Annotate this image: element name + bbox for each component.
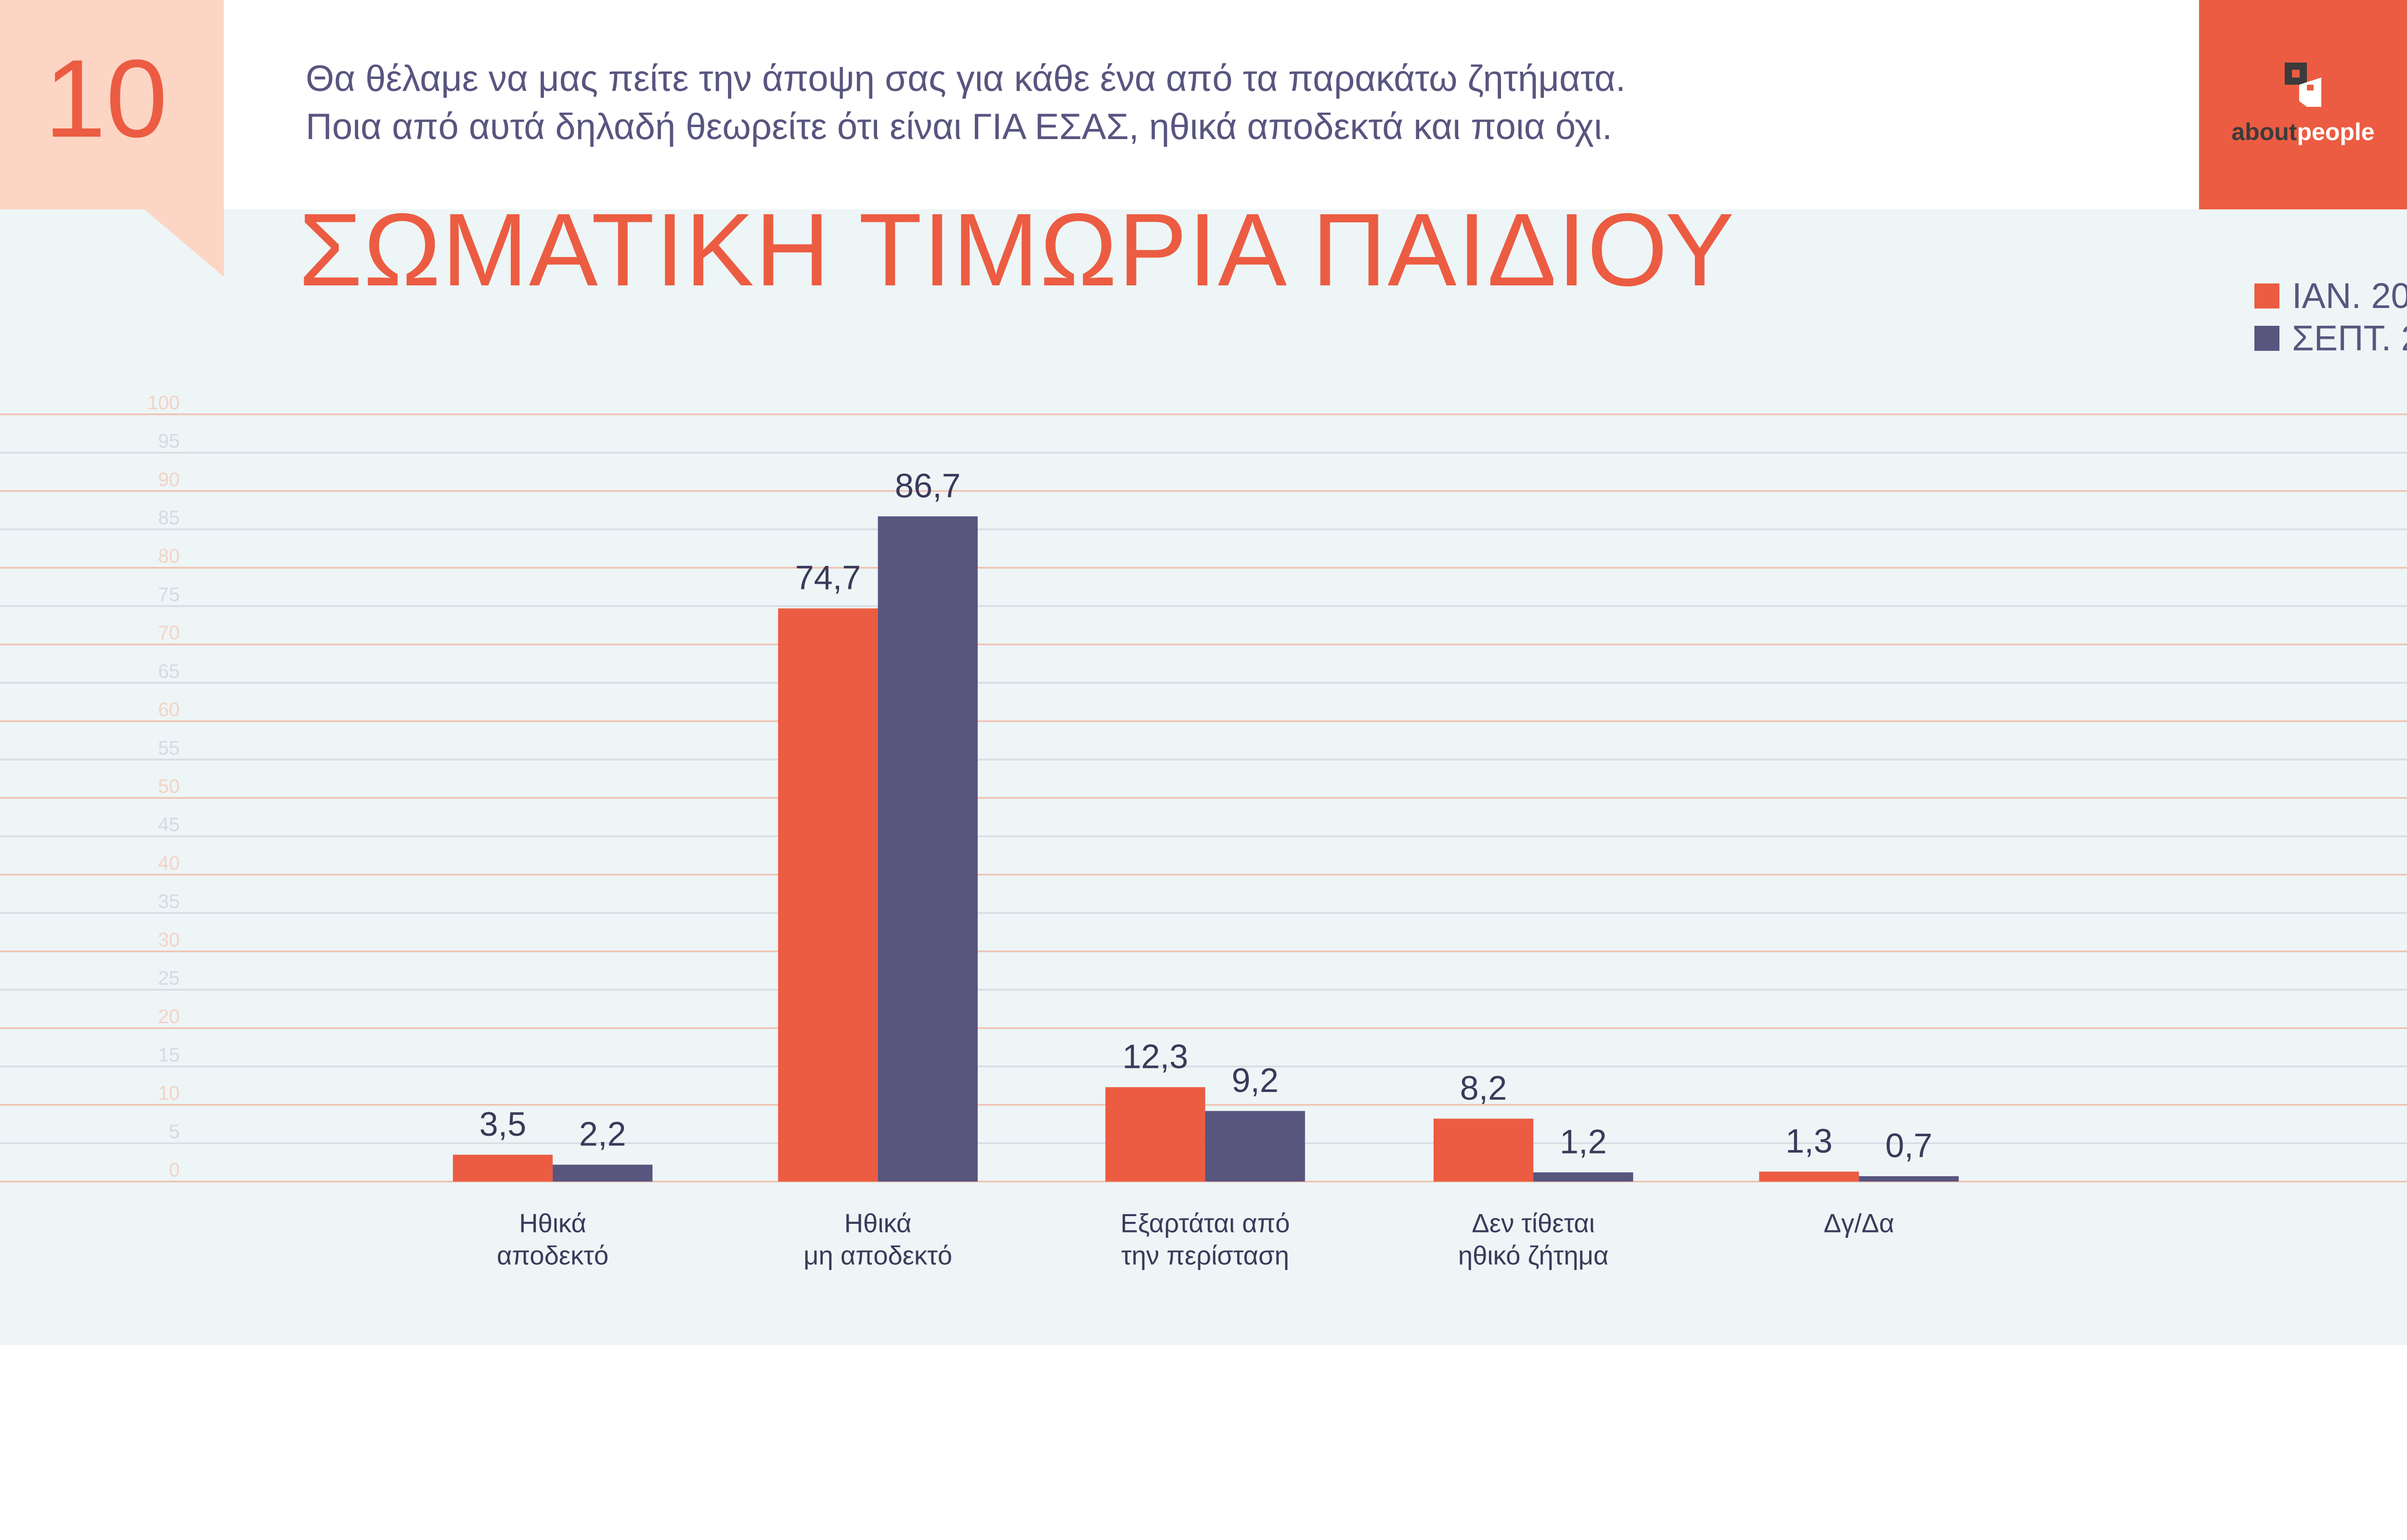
y-tick-label: 65 [158,660,180,682]
x-category-label: Δεν τίθεται [1472,1209,1594,1238]
legend-label: ΣΕΠΤ. 2016 [2292,318,2407,358]
data-label: 12,3 [1122,1038,1188,1076]
y-tick-label: 30 [158,928,180,950]
y-tick-label: 70 [158,622,180,644]
x-category-label: αποδεκτό [497,1241,608,1270]
bar-2020 [453,1155,553,1182]
y-tick-label: 80 [158,545,180,567]
data-label: 74,7 [795,559,861,597]
bar-2016 [1205,1111,1305,1182]
y-tick-label: 10 [158,1082,180,1104]
data-label: 9,2 [1231,1061,1279,1099]
legend-swatch [2254,283,2279,308]
bar-2020 [1105,1087,1205,1182]
x-category-label: Ηθικά [844,1209,912,1238]
y-tick-label: 5 [169,1120,180,1142]
logo-text: aboutpeople [2231,118,2375,145]
x-category-label: μη αποδεκτό [803,1241,952,1270]
y-tick-label: 90 [158,468,180,490]
data-label: 0,7 [1885,1127,1932,1165]
bar-2016 [1859,1176,1959,1182]
header [0,0,2407,209]
data-label: 1,3 [1786,1122,1833,1160]
data-label: 1,2 [1560,1123,1607,1161]
legend-item-2020: ΙΑΝ. 2020 [2254,275,2407,316]
y-tick-label: 75 [158,583,180,605]
x-category-label: Εξαρτάται από [1121,1209,1290,1238]
chart-title: ΣΩΜΑΤΙΚΗ ΤΙΜΩΡΙΑ ΠΑΙΔΙΟΥ [298,192,1735,308]
bar-2020 [1433,1118,1534,1182]
x-category-label: Δγ/Δα [1824,1209,1894,1238]
bar-2016 [553,1165,653,1182]
legend-label: ΙΑΝ. 2020 [2292,276,2407,316]
y-tick-label: 20 [158,1005,180,1027]
slide-number-box: 10 [0,0,224,209]
bar-2016 [1533,1172,1633,1182]
y-tick-label: 55 [158,737,180,759]
y-tick-label: 40 [158,852,180,874]
y-tick-label: 85 [158,506,180,528]
data-label: 3,5 [479,1105,527,1143]
question-line-2: Ποια από αυτά δηλαδή θεωρείτε ότι είναι … [306,106,1612,147]
question-line-1: Θα θέλαμε να μας πείτε την άποψη σας για… [306,58,1626,99]
y-tick-label: 45 [158,813,180,835]
y-tick-label: 50 [158,775,180,797]
bar-2020 [1759,1171,1859,1182]
y-tick-label: 15 [158,1044,180,1066]
aboutpeople-logo: aboutpeople [2199,0,2407,209]
y-tick-label: 0 [169,1159,180,1181]
x-category-label: Ηθικά [519,1209,586,1238]
x-category-label: την περίσταση [1121,1241,1289,1270]
slide-number-tab [144,209,224,277]
slide-number: 10 [44,37,168,160]
x-category-label: ηθικό ζήτημα [1458,1241,1609,1270]
bar-2020 [778,608,878,1182]
speech-bubbles-icon [2285,63,2321,107]
y-tick-label: 100 [147,391,180,413]
data-label: 86,7 [895,466,961,504]
y-tick-label: 95 [158,430,180,452]
legend-item-2016: ΣΕΠΤ. 2016 [2254,318,2407,359]
y-tick-label: 60 [158,698,180,720]
data-label: 2,2 [579,1115,626,1153]
data-label: 8,2 [1460,1069,1507,1107]
y-tick-label: 35 [158,890,180,912]
legend-swatch [2254,325,2279,351]
bar-2016 [878,516,978,1182]
y-tick-label: 25 [158,967,180,989]
